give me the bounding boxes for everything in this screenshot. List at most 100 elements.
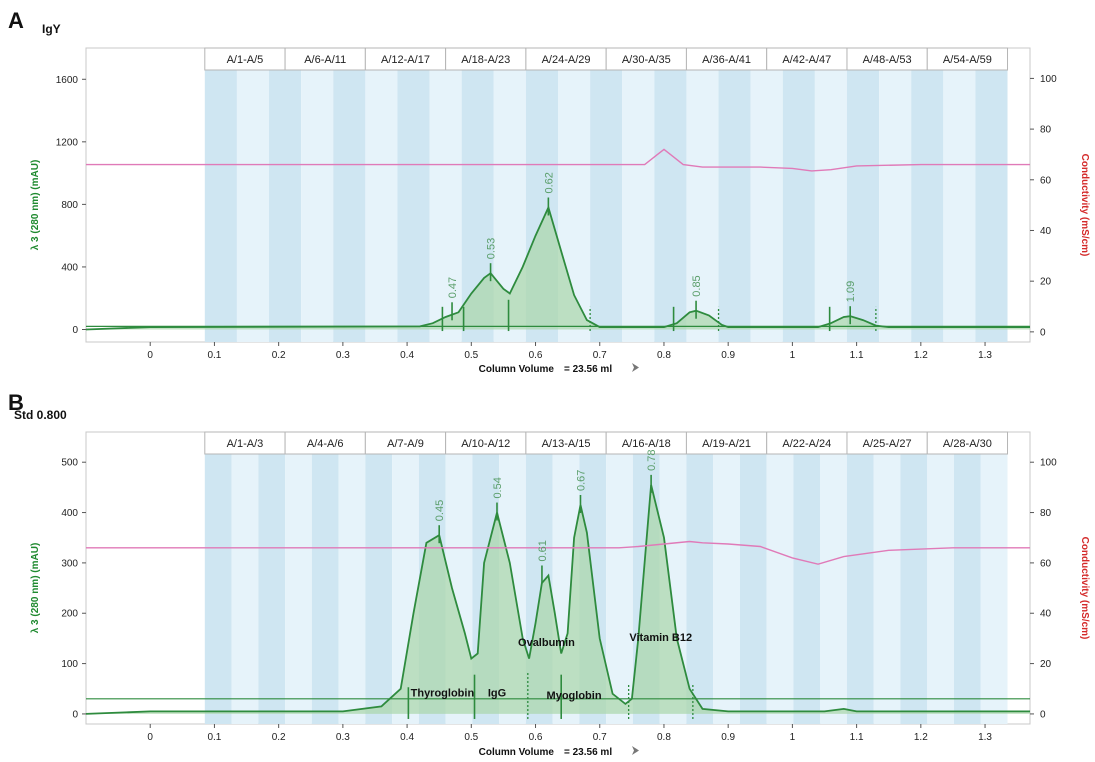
y-right-tick-label: 60 [1040,175,1052,186]
fraction-label: A/30-A/35 [622,54,671,66]
y-right-tick-label: 0 [1040,709,1046,720]
y-right-tick-label: 100 [1040,74,1057,85]
fraction-band [397,70,430,342]
x-tick-label: 0.2 [272,350,286,361]
fraction-band [846,70,880,342]
y-left-tick-label: 200 [61,609,78,620]
x-tick-label: 1.2 [914,732,928,743]
fraction-band [900,454,928,724]
fraction-band [365,70,398,342]
fraction-band [333,70,366,342]
fraction-band [622,70,655,342]
fraction-band [338,454,366,724]
compound-annotation: Vitamin B12 [629,632,692,644]
fraction-band [766,454,794,724]
uv-series-line [85,204,1030,331]
fraction-band [285,454,312,724]
fraction-band [718,70,751,342]
x-tick-label: 0.1 [207,350,221,361]
peak-label: 0.54 [492,477,504,498]
fraction-band [793,454,821,724]
panel-title: IgY [42,22,61,36]
x-tick-label: 1.1 [850,732,864,743]
compound-annotation: Ovalbumin [518,637,575,649]
compound-annotation: Thyroglobin [411,687,475,699]
peak-label: 0.47 [447,277,459,298]
compound-annotation: Myoglobin [547,690,602,702]
fraction-label: A/13-A/15 [542,438,591,450]
y-right-tick-label: 40 [1040,226,1052,237]
y-right-tick-label: 20 [1040,659,1052,670]
peak-label: 0.53 [486,238,498,259]
y-left-tick-label: 400 [61,262,78,273]
fraction-band [820,454,847,724]
x-tick-label: 1.2 [914,350,928,361]
panel-letter: A [8,8,24,33]
x-tick-label: 0.9 [721,350,735,361]
uv-area [86,484,1030,714]
fraction-band [686,70,719,342]
fraction-band [269,70,302,342]
fraction-band [954,454,981,724]
y-left-tick-label: 800 [61,200,78,211]
x-axis-label: Column Volume [479,747,555,758]
y-right-tick-label: 40 [1040,609,1052,620]
peak-label: 0.67 [575,470,587,491]
peak-label: 0.85 [691,275,703,296]
fraction-band [204,454,232,724]
fraction-band [873,454,901,724]
fraction-band [236,70,270,342]
fraction-band [590,70,623,342]
x-axis-label: Column Volume [479,364,555,375]
fraction-label: A/22-A/24 [782,438,831,450]
y-right-axis-label: Conductivity (mS/cm) [1079,537,1090,640]
x-tick-label: 1 [790,350,796,361]
x-tick-label: 1 [790,732,796,743]
fraction-band [258,454,286,724]
y-right-tick-label: 80 [1040,508,1052,519]
y-left-tick-label: 0 [72,325,78,336]
fraction-label: A/1-A/3 [227,438,264,450]
x-tick-label: 0.4 [400,732,414,743]
fraction-label: A/19-A/21 [702,438,751,450]
x-tick-label: 0 [147,732,153,743]
panel-letter: B [8,390,24,415]
y-right-tick-label: 60 [1040,558,1052,569]
fraction-band [301,70,334,342]
chevron-right-icon [632,363,639,372]
fraction-label: A/1-A/5 [227,54,264,66]
fraction-band [980,454,1008,724]
fraction-label: A/12-A/17 [381,54,430,66]
fraction-band [365,454,393,724]
x-tick-label: 0.8 [657,350,671,361]
fraction-band [943,70,976,342]
fraction-band [975,70,1008,342]
fraction-band [231,454,259,724]
fraction-label: A/28-A/30 [943,438,992,450]
peak-label: 0.45 [434,500,446,521]
x-tick-label: 0.3 [336,732,350,743]
y-left-axis-label: λ 3 (280 nm) (mAU) [30,543,41,634]
x-tick-label: 0.3 [336,350,350,361]
y-right-tick-label: 80 [1040,125,1052,136]
x-tick-label: 0 [147,350,153,361]
fraction-band [654,70,687,342]
fraction-band [739,454,767,724]
x-tick-label: 0.7 [593,350,607,361]
fraction-label: A/48-A/53 [863,54,912,66]
peak-label: 0.78 [646,449,658,470]
chart-panel-a: A IgY A/1-A/5 A/6-A/11 A/12-A/17 A/18-A/23 A/2… [8,8,1090,375]
uv-series-line [85,484,1030,715]
fraction-band [782,70,815,342]
x-tick-label: 0.1 [207,732,221,743]
conductivity-series-line [86,148,1030,172]
x-tick-label: 0.2 [272,732,286,743]
fraction-label: A/7-A/9 [387,438,424,450]
fraction-band [879,70,912,342]
fraction-label: A/36-A/41 [702,54,751,66]
x-tick-label: 1.3 [978,350,992,361]
x-axis-label-volume: = 23.56 ml [564,747,612,758]
x-tick-label: 0.6 [529,732,543,743]
chevron-right-icon [632,746,639,755]
